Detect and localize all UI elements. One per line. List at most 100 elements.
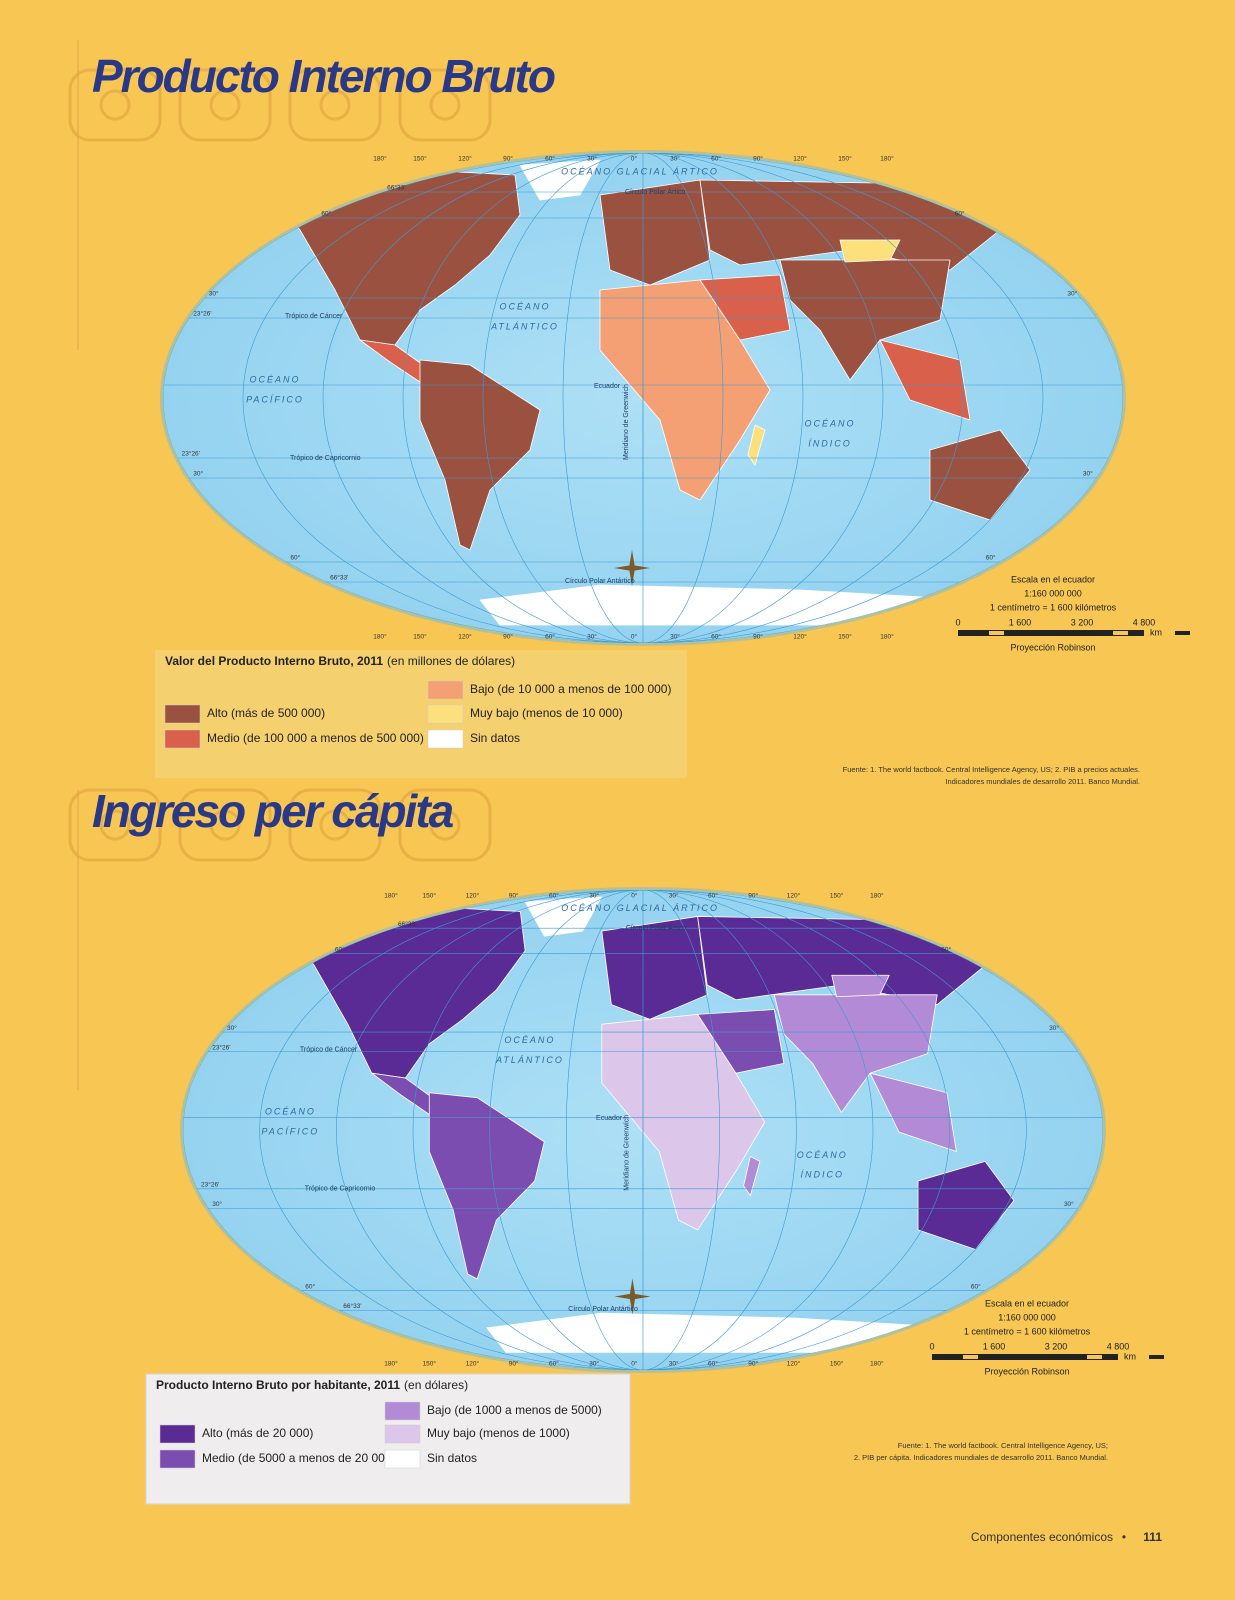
glyph xyxy=(288,788,382,862)
legend-title: Producto Interno Bruto por habitante, 20… xyxy=(156,1378,468,1392)
ocean-label: PACÍFICO xyxy=(246,394,304,404)
latitude-label: 60° xyxy=(955,210,965,218)
longitude-label: 60° xyxy=(711,155,721,163)
scale-title: Escala en el ecuador xyxy=(985,1298,1069,1308)
longitude-label: 120° xyxy=(787,1360,801,1368)
world-map: OCÉANO GLACIAL ÁRTICO OCÉANO ATLÁNTICO OCÉA… xyxy=(180,887,1106,1373)
country-region xyxy=(831,974,890,998)
meridian xyxy=(482,153,804,643)
latitude-label: 66°33' xyxy=(330,574,348,582)
map-line-label: Ecuador xyxy=(594,383,621,390)
scale-unit: km xyxy=(1124,1351,1136,1361)
longitude-label: 150° xyxy=(838,155,852,163)
ocean-label: OCÉANO xyxy=(504,1035,555,1045)
country-region xyxy=(601,916,708,1020)
scale-tick-label: 0 xyxy=(955,617,960,627)
country-region xyxy=(519,159,601,201)
glyph xyxy=(209,89,241,121)
scale-equivalence: 1 centímetro = 1 600 kilómetros xyxy=(990,602,1117,612)
scale-title: Escala en el ecuador xyxy=(1011,574,1095,584)
scale-bar-segment xyxy=(1175,631,1190,635)
longitude-label: 150° xyxy=(413,633,427,641)
scale-equivalence: 1 centímetro = 1 600 kilómetros xyxy=(964,1326,1091,1336)
scale-unit: km xyxy=(1150,627,1162,637)
map-line-label: Meridiano de Greenwich xyxy=(624,1115,631,1191)
glyph xyxy=(68,68,162,142)
compass xyxy=(614,550,650,586)
longitude-label: 60° xyxy=(708,892,718,900)
ocean-label: OCÉANO xyxy=(249,374,300,384)
longitude-label: 120° xyxy=(793,633,807,641)
meridian xyxy=(402,153,884,643)
latitude-label: 66°33' xyxy=(343,1302,361,1310)
longitude-label: 150° xyxy=(423,892,437,900)
scale-bar-segment xyxy=(1149,1355,1164,1359)
longitude-label: 90° xyxy=(753,633,763,641)
country-region xyxy=(839,239,901,263)
latitude-label: 23°26' xyxy=(193,310,211,318)
map-content xyxy=(163,153,1123,643)
source-note: 2. PIB per cápita. Indicadores mundiales… xyxy=(854,1453,1108,1462)
country-region xyxy=(869,1072,957,1152)
longitude-label: 120° xyxy=(458,633,472,641)
longitude-label: 180° xyxy=(880,633,894,641)
meridian xyxy=(322,153,964,643)
ocean-label: ÍNDICO xyxy=(800,1169,844,1179)
longitude-label: 120° xyxy=(793,155,807,163)
country-region xyxy=(419,359,541,551)
scale-projection: Proyección Robinson xyxy=(984,1366,1069,1376)
latitude-label: 66°33' xyxy=(398,920,416,928)
longitude-label: 90° xyxy=(503,633,513,641)
latitude-label: 60° xyxy=(290,554,300,562)
country-region xyxy=(599,179,711,286)
map-line-label: Trópico de Cáncer xyxy=(285,313,343,320)
map-content xyxy=(183,890,1103,1370)
legend-swatch xyxy=(159,1424,196,1444)
scale-bar-segment xyxy=(963,1355,978,1359)
longitude-label: 30° xyxy=(670,155,680,163)
scale-tick-label: 3 200 xyxy=(1045,1341,1068,1351)
page-number: 111 xyxy=(1143,1530,1162,1544)
legend-title-text: Producto Interno Bruto por habitante, 20… xyxy=(156,1378,400,1392)
compass xyxy=(614,1278,651,1315)
legend-unit: (en dólares) xyxy=(404,1378,468,1392)
map-line-label: Círculo Polar Ártico xyxy=(626,923,686,932)
scale-tick-label: 1 600 xyxy=(1009,617,1032,627)
longitude-label: 60° xyxy=(549,1360,559,1368)
latitude-label: 30° xyxy=(1083,470,1093,478)
map-title: Producto Interno Bruto xyxy=(92,50,555,102)
scale-tick-label: 1 600 xyxy=(983,1341,1006,1351)
ocean-label: ATLÁNTICO xyxy=(495,1055,564,1065)
longitude-label: 150° xyxy=(830,1360,844,1368)
longitude-label: 90° xyxy=(503,155,513,163)
longitude-label: 180° xyxy=(870,892,884,900)
longitude-label: 0° xyxy=(631,1360,638,1368)
legend-title: Valor del Producto Interno Bruto, 2011 (e… xyxy=(165,654,515,668)
country-region xyxy=(697,1009,785,1074)
longitude-label: 90° xyxy=(753,155,763,163)
latitude-label: 60° xyxy=(321,210,331,218)
glyph xyxy=(398,68,492,142)
longitude-label: 0° xyxy=(631,155,638,163)
country-region xyxy=(428,1092,545,1280)
map-line-label: Trópico de Capricornio xyxy=(305,1186,376,1193)
map-line-label: Círculo Polar Antártico xyxy=(565,578,635,585)
longitude-label: 180° xyxy=(870,1360,884,1368)
glyph xyxy=(68,788,162,862)
latitude-label: 66°33' xyxy=(387,184,405,192)
latitude-label: 60° xyxy=(335,945,345,953)
meridian xyxy=(336,890,950,1370)
latitude-label: 30° xyxy=(1049,1024,1059,1032)
source-note: Fuente: 1. The world factbook. Central I… xyxy=(898,1441,1108,1450)
glyph xyxy=(398,788,492,862)
legend-label: Muy bajo (menos de 10 000) xyxy=(470,706,623,720)
country-region xyxy=(747,424,766,466)
legend-label: Medio (de 100 000 a menos de 500 000) xyxy=(207,731,424,745)
legend-swatch xyxy=(427,704,464,724)
meridian xyxy=(242,153,1044,643)
map-line-label: Meridiano de Greenwich xyxy=(623,384,630,460)
longitude-label: 180° xyxy=(373,633,387,641)
country-region xyxy=(524,896,603,937)
